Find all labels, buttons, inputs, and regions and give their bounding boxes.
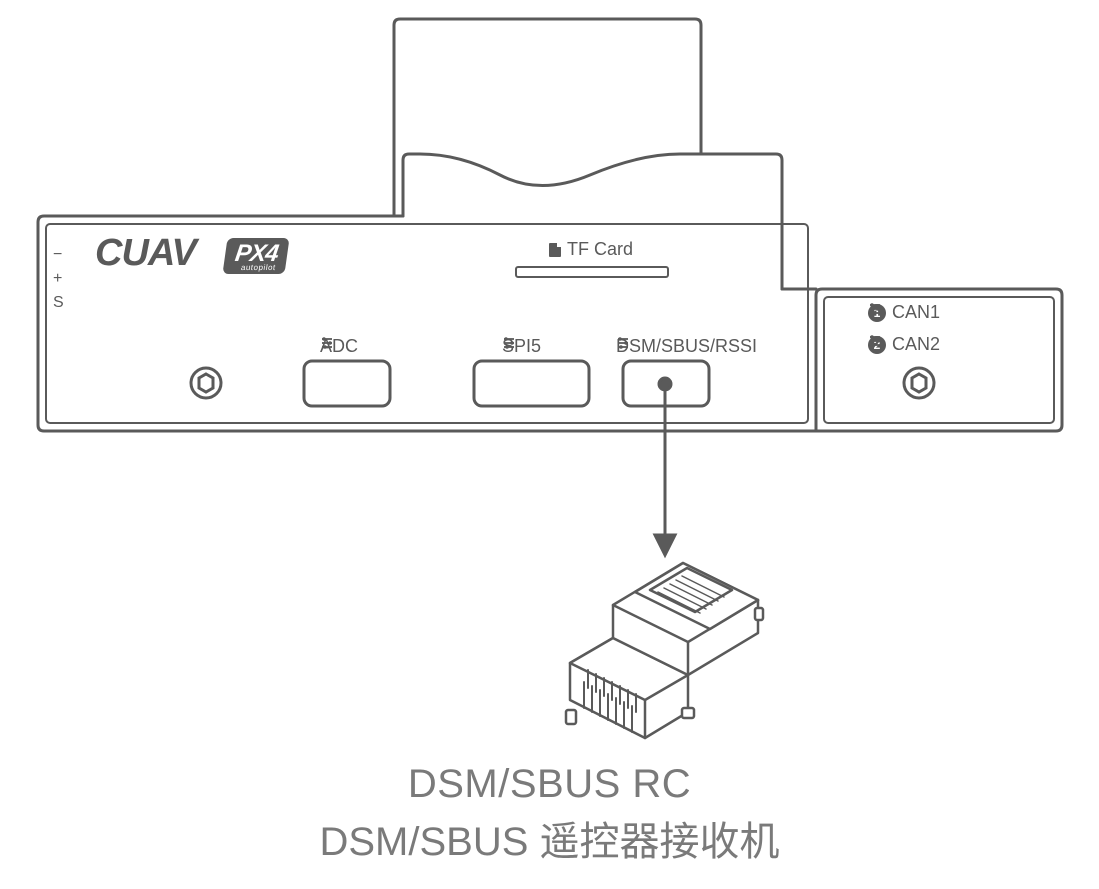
- can1-text: CAN1: [892, 302, 940, 323]
- pin-plus: +: [53, 267, 64, 291]
- diagram-canvas: − + S CUAV PX4 autopilot TF Card ADC SPI…: [0, 0, 1099, 889]
- sliders-icon: [502, 336, 516, 350]
- caption-line1: DSM/SBUS RC: [0, 762, 1099, 807]
- sliders-icon: [868, 334, 882, 348]
- cuav-logo-text: CUAV: [95, 232, 196, 274]
- tf-card-text: TF Card: [567, 239, 633, 260]
- sliders-icon: [320, 336, 334, 350]
- cuav-logo: CUAV: [95, 232, 196, 275]
- px4-logo: PX4 autopilot: [222, 238, 289, 274]
- pin-minus: −: [53, 243, 64, 267]
- can1-label: 1 CAN1: [868, 302, 940, 323]
- sliders-icon: [868, 302, 882, 316]
- caption-line2: DSM/SBUS 遥控器接收机: [0, 809, 1099, 867]
- pin-s: S: [53, 291, 64, 315]
- pin-labels: − + S: [53, 243, 64, 315]
- sd-card-icon: [549, 243, 561, 257]
- can2-label: 2 CAN2: [868, 334, 940, 355]
- adc-label: ADC: [320, 336, 358, 357]
- dsm-label: DSM/SBUS/RSSI: [616, 336, 757, 357]
- sliders-icon: [616, 336, 630, 350]
- spi5-label: SPI5: [502, 336, 541, 357]
- enclosure-outline: [0, 0, 1099, 889]
- tf-card-label: TF Card: [549, 239, 633, 260]
- caption: DSM/SBUS RC DSM/SBUS 遥控器接收机: [0, 762, 1099, 867]
- dsm-text: DSM/SBUS/RSSI: [616, 336, 757, 357]
- can2-text: CAN2: [892, 334, 940, 355]
